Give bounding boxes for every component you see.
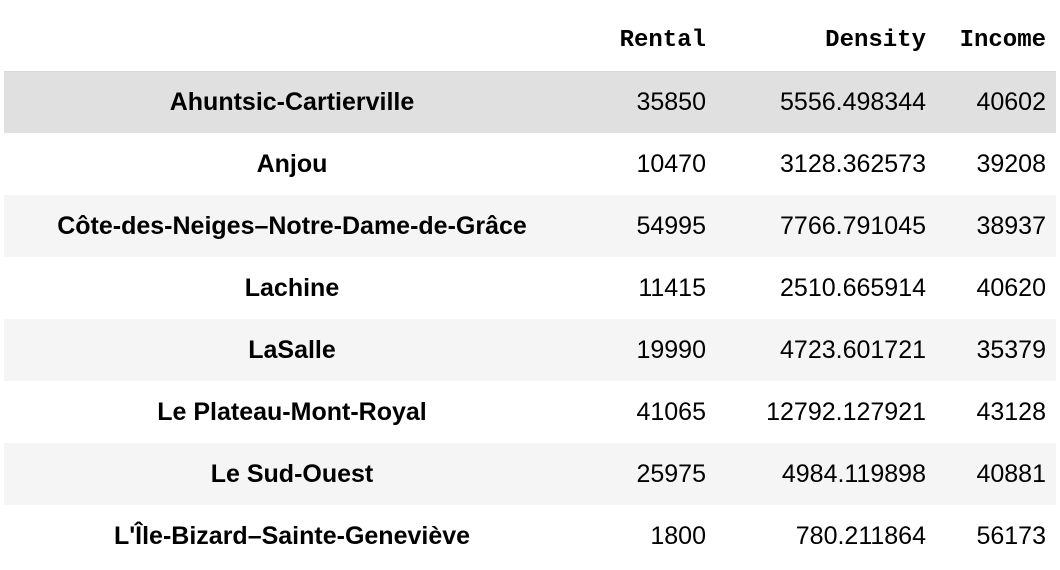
dataframe-table: Rental Density Income Ahuntsic-Cartiervi… <box>4 10 1056 567</box>
rental-cell: 10470 <box>636 149 706 178</box>
table-row: LaSalle 19990 4723.601721 35379 <box>4 319 1056 381</box>
density-cell: 7766.791045 <box>780 211 926 240</box>
income-cell: 56173 <box>976 521 1046 550</box>
rental-cell: 54995 <box>636 211 706 240</box>
row-label: L'Île-Bizard–Sainte-Geneviève <box>113 521 471 550</box>
row-label: LaSalle <box>248 335 336 364</box>
table-header: Rental Density Income <box>4 10 1056 71</box>
row-label: Côte-des-Neiges–Notre-Dame-de-Grâce <box>57 211 527 240</box>
income-cell: 43128 <box>976 397 1046 426</box>
income-cell: 40881 <box>976 459 1046 488</box>
table-row: Ahuntsic-Cartierville 35850 5556.498344 … <box>4 71 1056 133</box>
income-cell: 38937 <box>976 211 1046 240</box>
income-cell: 39208 <box>976 149 1046 178</box>
income-cell: 35379 <box>976 335 1046 364</box>
rental-cell: 41065 <box>636 397 706 426</box>
table-row: Lachine 11415 2510.665914 40620 <box>4 257 1056 319</box>
index-header <box>4 10 580 71</box>
rental-cell: 1800 <box>650 521 706 550</box>
table-row: Le Plateau-Mont-Royal 41065 12792.127921… <box>4 381 1056 443</box>
row-label: Anjou <box>256 149 328 178</box>
row-label: Le Plateau-Mont-Royal <box>157 397 427 426</box>
table-row: Côte-des-Neiges–Notre-Dame-de-Grâce 5499… <box>4 195 1056 257</box>
density-cell: 4723.601721 <box>780 335 926 364</box>
rental-cell: 11415 <box>638 273 706 302</box>
income-cell: 40620 <box>976 273 1046 302</box>
table-row: Le Sud-Ouest 25975 4984.119898 40881 <box>4 443 1056 505</box>
income-header: Income <box>959 26 1046 54</box>
header-row: Rental Density Income <box>4 10 1056 71</box>
density-cell: 3128.362573 <box>780 149 926 178</box>
density-cell: 4984.119898 <box>781 459 926 488</box>
row-label: Le Sud-Ouest <box>210 459 374 488</box>
income-cell: 40602 <box>976 87 1046 116</box>
table-row: L'Île-Bizard–Sainte-Geneviève 1800 780.2… <box>4 505 1056 567</box>
density-cell: 2510.665914 <box>780 273 926 302</box>
row-label: Ahuntsic-Cartierville <box>169 87 415 116</box>
table-body: Ahuntsic-Cartierville 35850 5556.498344 … <box>4 71 1056 567</box>
rental-cell: 35850 <box>636 87 706 116</box>
density-cell: 5556.498344 <box>780 87 926 116</box>
rental-cell: 19990 <box>636 335 706 364</box>
row-label: Lachine <box>244 273 340 302</box>
density-header: Density <box>825 26 926 54</box>
table-row: Anjou 10470 3128.362573 39208 <box>4 133 1056 195</box>
rental-header: Rental <box>619 26 706 54</box>
density-cell: 12792.127921 <box>766 397 926 426</box>
density-cell: 780.211864 <box>795 521 926 550</box>
rental-cell: 25975 <box>636 459 706 488</box>
